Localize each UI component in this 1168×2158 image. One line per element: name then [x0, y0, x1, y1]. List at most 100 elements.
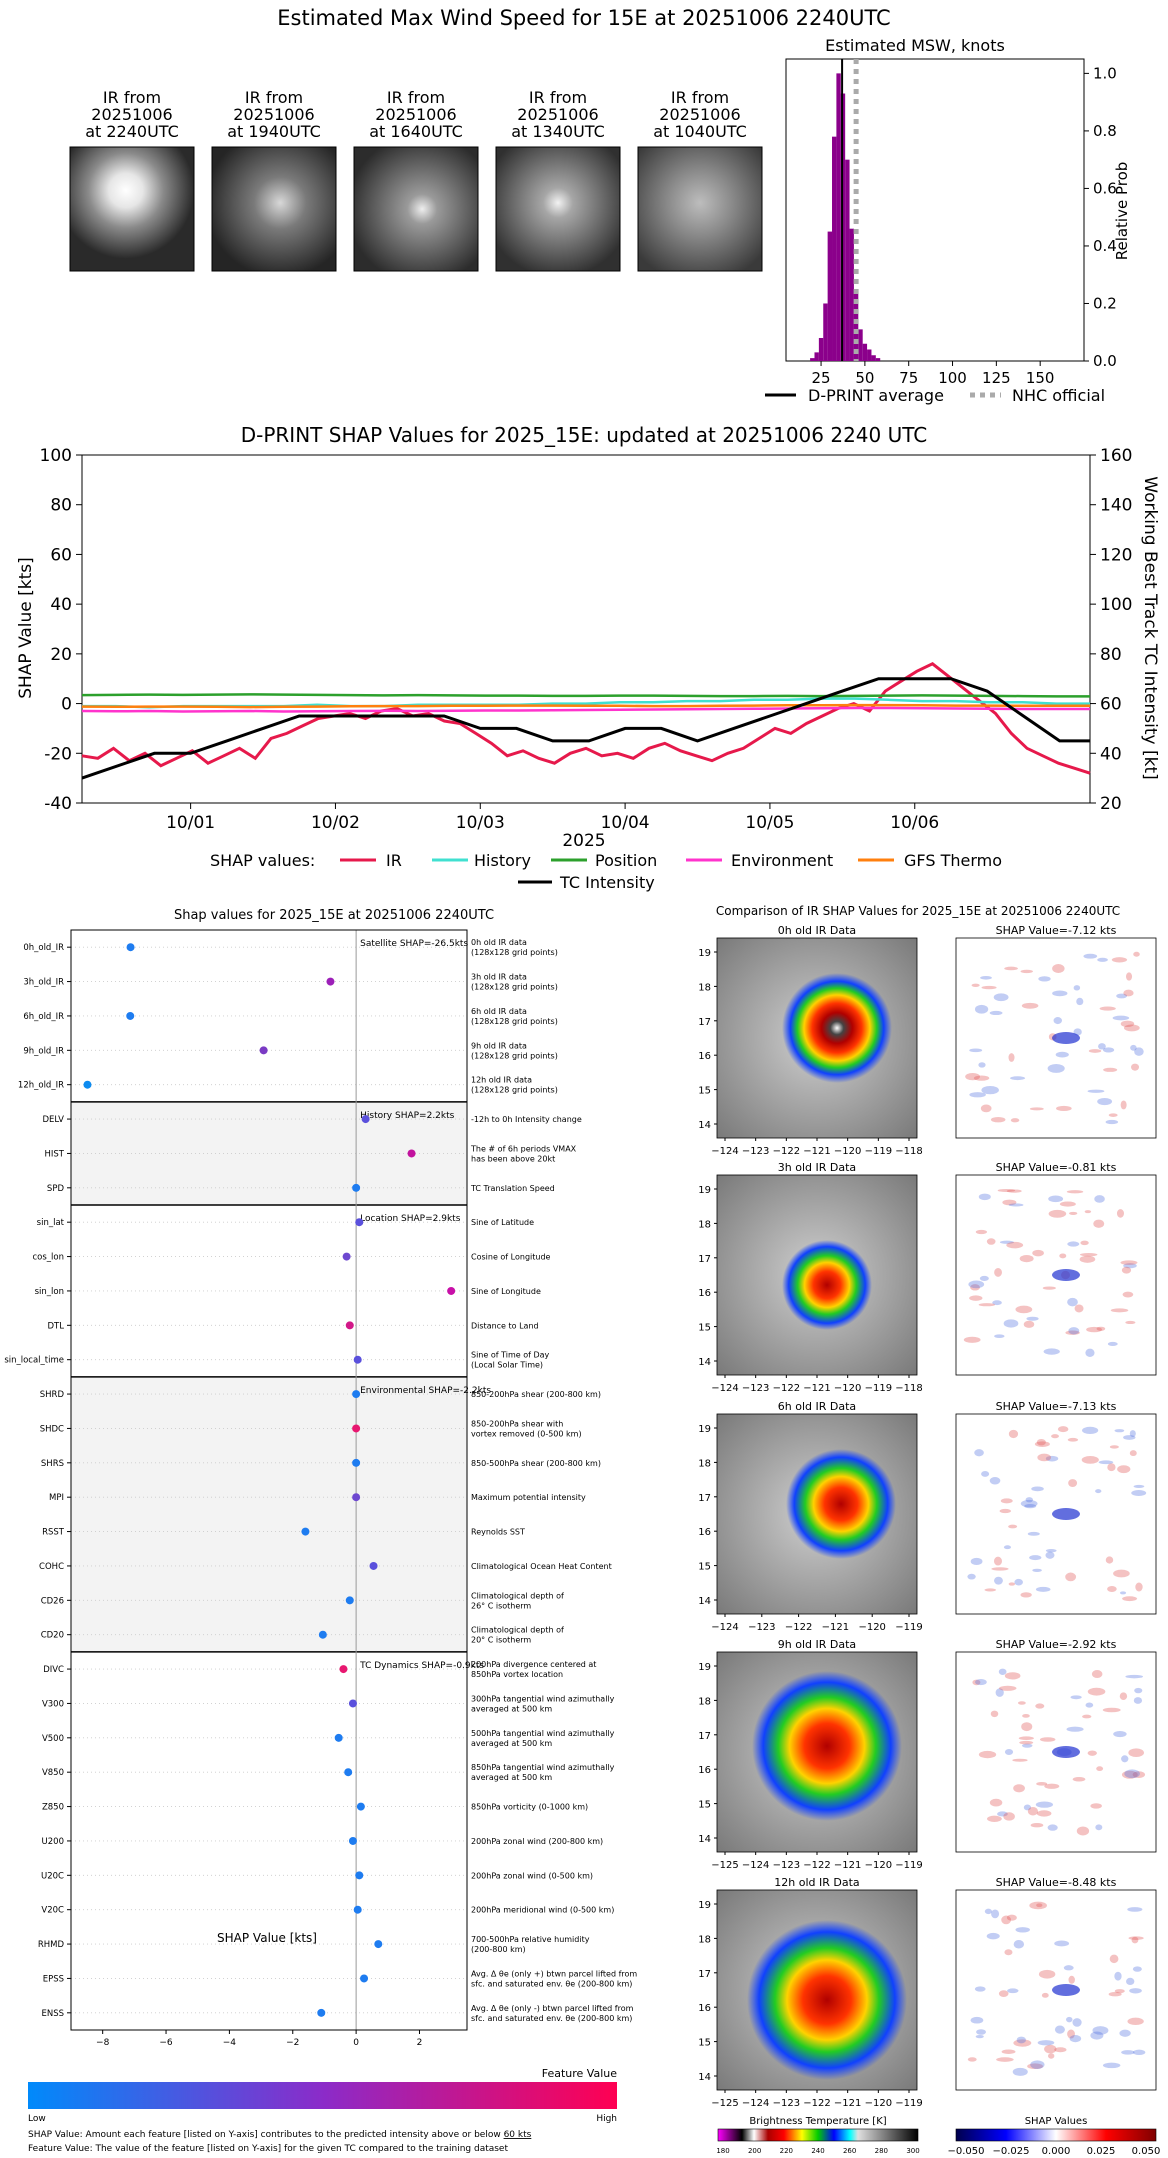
fs-feature-name: DIVC [43, 1665, 64, 1675]
irc-shap-blob [1127, 1907, 1143, 1912]
irc-shap-blob [1003, 1812, 1015, 1821]
irc-storm-core [782, 1240, 872, 1330]
thumb-caption-line1: IR from [103, 88, 161, 107]
fs-feature-name: RHMD [38, 1940, 65, 1950]
fs-group-label: Location SHAP=2.9kts [360, 1214, 461, 1224]
fs-feature-desc: sfc. and saturated env. θe (200-800 km) [471, 2014, 632, 2023]
fs-point [352, 1390, 361, 1399]
irc-shap-blob [1102, 1707, 1121, 1713]
irc-shap-blob [1120, 1260, 1138, 1265]
legend-label-gfs: GFS Thermo [904, 851, 1002, 870]
irc-shap-blob [974, 1449, 984, 1457]
msw-bar [810, 358, 815, 361]
irc-shap-blob [1102, 2062, 1121, 2069]
irc-shap-blob [1072, 1777, 1086, 1782]
irc-shap-blob [974, 1986, 986, 1992]
ts-xtick-label: 10/03 [456, 813, 505, 833]
irc-shap-blob [979, 1275, 989, 1281]
irc-xtick-label: −122 [803, 2098, 830, 2109]
irc-ytick-label: 14 [698, 1596, 711, 1607]
shap-colorbar: SHAP Values [955, 2116, 1157, 2142]
thumb-caption-line3: at 1940UTC [227, 122, 321, 141]
irc-shap-blob [1116, 993, 1128, 999]
irc-xtick-label: −118 [895, 1146, 922, 1157]
msw-bar [823, 303, 828, 361]
irc-shap-blob [1038, 976, 1051, 982]
irc-shap-blob [1034, 1441, 1050, 1447]
thumb-caption-line3: at 1340UTC [511, 122, 605, 141]
irc-xtick-label: −124 [711, 1622, 738, 1633]
irc-shap-blob [992, 1300, 1002, 1306]
fs-feature-desc: Reynolds SST [471, 1528, 525, 1537]
irc-xtick-label: −119 [895, 1622, 922, 1633]
irc-xtick-label: −125 [711, 1860, 738, 1871]
irc-xtick-label: −118 [895, 1383, 922, 1394]
irc-xtick-label: −123 [748, 1622, 775, 1633]
irc-xtick-label: −120 [865, 1860, 892, 1871]
irc-shap-blob [1008, 1203, 1024, 1207]
msw-ylabel: Relative Prob [1113, 162, 1131, 261]
fs-feature-name: V20C [41, 1906, 64, 1916]
fs-point [447, 1286, 456, 1295]
irc-storm-core [786, 1449, 896, 1559]
irc-shap-blob [1020, 969, 1033, 974]
fs-feature-name: V500 [42, 1734, 64, 1744]
irc-shap-blob [995, 1688, 1004, 1697]
fs-xtick-label: 0 [353, 2038, 359, 2048]
irc-shap-blob [1027, 1807, 1039, 1816]
irc-ytick-label: 16 [698, 1527, 711, 1538]
irc-shap-blob [967, 2057, 977, 2062]
bt-tick-label: 200 [748, 2147, 761, 2155]
irc-ytick-label: 14 [698, 1357, 711, 1368]
irc-shap-blob [1114, 1429, 1125, 1433]
irc-ytick-label: 19 [698, 1662, 711, 1673]
fs-feature-desc: Climatological depth of [471, 1591, 564, 1600]
irc-shap-blob [1133, 951, 1140, 957]
fs-feature-name: SHDC [40, 1424, 64, 1434]
irc-shap-blob [1047, 1063, 1065, 1073]
irc-shap-blob [1107, 1341, 1118, 1346]
irc-shap-blob [1109, 1445, 1119, 1449]
fs-point [352, 1493, 361, 1502]
msw-bar [849, 228, 854, 361]
fvbar-title: Feature Value [542, 2067, 618, 2080]
irc-xtick-label: −123 [742, 1383, 769, 1394]
irc-shap-blob [991, 1567, 1009, 1571]
irc-shap-blob [1105, 1119, 1119, 1125]
shap-tick-label: 0.000 [1042, 2146, 1071, 2157]
ts-xtick-label: 10/06 [890, 813, 939, 833]
irc-shap-blob [1013, 1784, 1025, 1793]
irc-ytick-label: 18 [698, 1458, 711, 1469]
irc-shap-blob [970, 1557, 983, 1566]
irc-xtick-label: −119 [895, 1860, 922, 1871]
irc-shap-blob [1131, 1936, 1139, 1944]
fs-feature-name: 6h_old_IR [23, 1012, 64, 1022]
fs-feature-name: COHC [39, 1562, 64, 1572]
irc-storm-core [752, 1671, 902, 1821]
irc-shap-blob [1021, 1743, 1033, 1748]
fs-feature-name: V850 [42, 1768, 64, 1778]
irc-shap-blob [1097, 957, 1108, 962]
irc-shap-blob [1086, 1326, 1103, 1333]
irc-ytick-label: 17 [698, 1254, 711, 1265]
thumb-caption-line2: 20251006 [375, 105, 456, 124]
irc-shap-blob [1044, 1783, 1060, 1789]
ts-legend: SHAP values: IR History Position Environ… [210, 851, 1002, 892]
irc-xtick-label: −122 [773, 1146, 800, 1157]
fs-xtick-label: −4 [223, 2038, 237, 2048]
irc-shap-blob [1091, 1670, 1103, 1679]
irc-shap-blob [1006, 1189, 1022, 1193]
irc-shap-blob [1122, 1596, 1138, 1602]
irc-shap-blob [1013, 2039, 1032, 2047]
irc-shap-blob [1056, 1105, 1072, 1112]
irc-xtick-label: −120 [865, 2098, 892, 2109]
fs-xtick-label: −8 [96, 2038, 110, 2048]
thumb-caption-line3: at 1640UTC [369, 122, 463, 141]
irc-shap-blob [1014, 1578, 1023, 1586]
msw-xtick-label: 75 [899, 369, 918, 387]
msw-histogram: Estimated MSW, knots Relative Prob D-PRI… [765, 36, 1131, 405]
msw-xtick-label: 25 [812, 369, 831, 387]
fs-feature-desc: 6h old IR data [471, 1007, 527, 1016]
irc-shap-blob [1076, 1826, 1090, 1836]
irc-xtick-label: −124 [711, 1383, 738, 1394]
